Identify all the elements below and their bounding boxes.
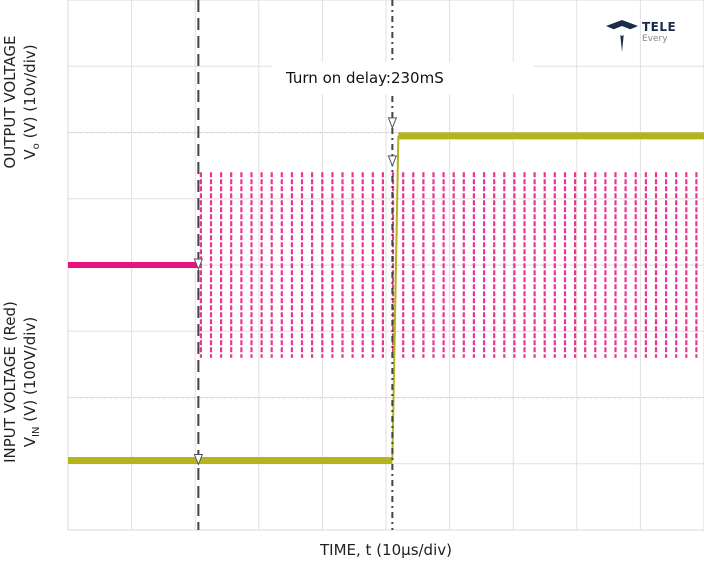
logo-mark-icon [606, 20, 638, 52]
cursors [193, 0, 398, 530]
traces [68, 132, 704, 464]
logo-name: TELE [642, 20, 677, 34]
x-axis-label: TIME, t (10µs/div) [320, 541, 452, 559]
input-voltage-axis-label: INPUT VOLTAGE (Red) VIN (V) (100V/div) [0, 277, 42, 487]
input-voltage-label-line2: VIN (V) (100V/div) [21, 316, 42, 448]
output-voltage-step-edge [391, 135, 400, 461]
cursor-marker-icon [387, 155, 398, 168]
output-voltage-axis-label: OUTPUT VOLTAGE Vo (V) (10v/div) [0, 12, 42, 192]
input-voltage-label-line1: INPUT VOLTAGE (Red) [1, 301, 19, 463]
cursor-marker-icon [193, 258, 204, 271]
output-voltage-label-line2: Vo (V) (10v/div) [21, 44, 42, 160]
teledyne-logo: TELE Every [604, 18, 704, 58]
turn-on-delay-annotation: Turn on delay:230mS [272, 62, 534, 94]
input-voltage-ac-waveform [199, 172, 698, 358]
logo-tagline: Every [642, 34, 668, 44]
output-voltage-label-line1: OUTPUT VOLTAGE [1, 35, 19, 169]
cursor-marker-icon [193, 453, 204, 466]
cursor-marker-icon [387, 117, 398, 130]
